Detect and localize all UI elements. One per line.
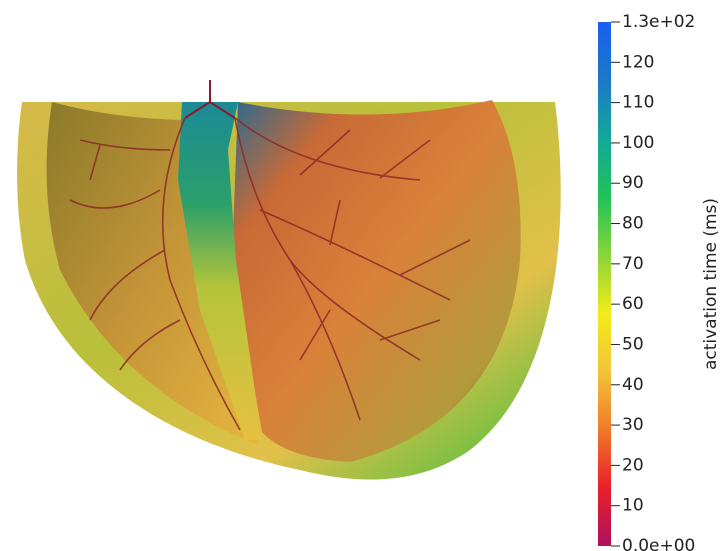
tick-label: 120 — [622, 52, 654, 72]
colorbar — [598, 22, 611, 546]
tick-label: 10 — [622, 496, 644, 516]
tick-label: 60 — [622, 294, 644, 314]
tick-label: 0.0e+00 — [622, 536, 695, 551]
tick-label: 40 — [622, 375, 644, 395]
tick-label: 50 — [622, 334, 644, 354]
tick-label: 30 — [622, 415, 644, 435]
tick-label: 100 — [622, 133, 654, 153]
figure: activation time (ms) 0.0e+00 10 20 30 40 50 60… — [0, 0, 722, 551]
tick-label: 20 — [622, 455, 644, 475]
tick-label: 1.3e+02 — [622, 12, 695, 32]
tick-label: 80 — [622, 214, 644, 234]
colorbar-title: activation time (ms) — [701, 198, 721, 370]
tick-label: 90 — [622, 173, 644, 193]
tick-label: 70 — [622, 254, 644, 274]
heart-render — [17, 80, 561, 480]
tick-label: 110 — [622, 93, 654, 113]
